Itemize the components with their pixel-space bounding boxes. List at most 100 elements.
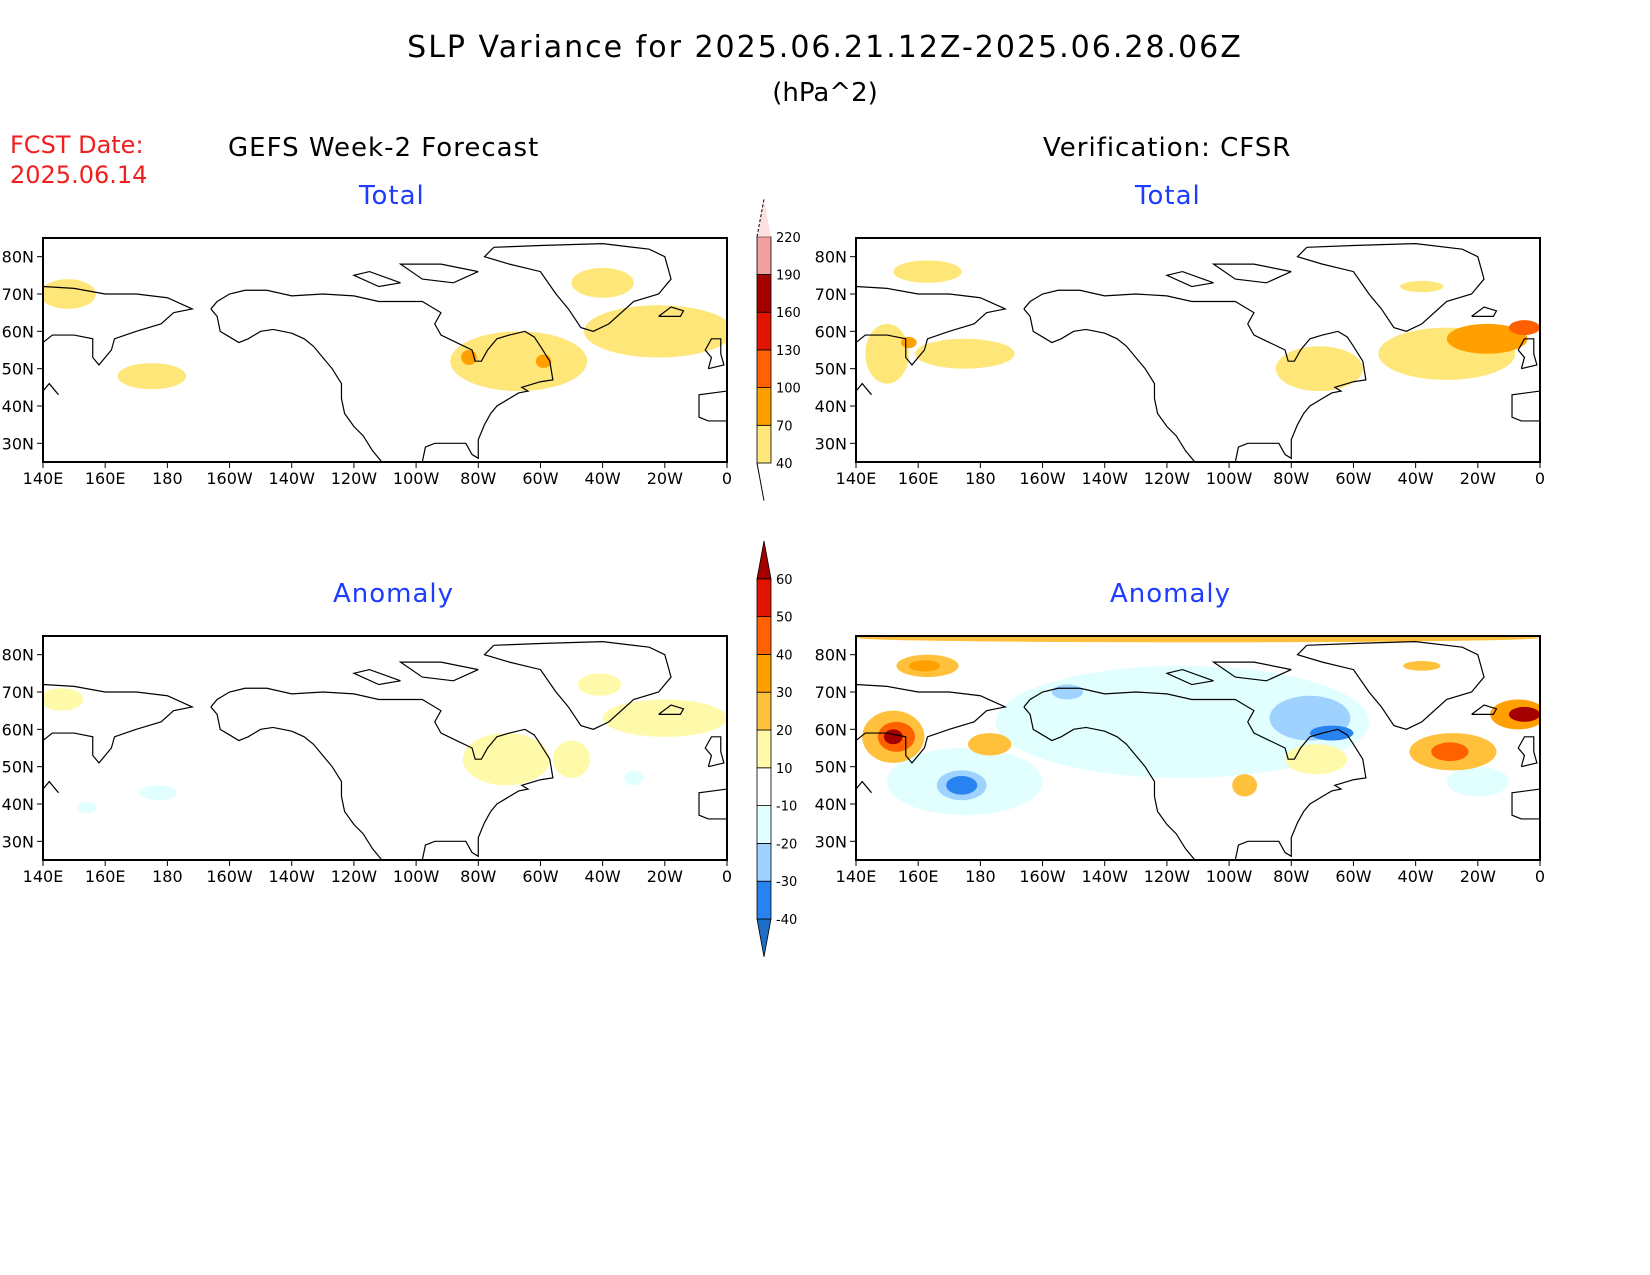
contour-fill xyxy=(1446,323,1528,354)
lon-tick-label: 60W xyxy=(1335,469,1371,488)
lon-tick-label: 140E xyxy=(23,867,64,886)
colorbar-segment xyxy=(756,311,772,351)
contour-fill xyxy=(995,665,1369,778)
lat-tick-label: 80N xyxy=(2,646,34,665)
coastline xyxy=(1471,704,1498,716)
coastline xyxy=(658,704,685,716)
lon-tick-label: 140W xyxy=(1082,469,1129,488)
contour-fills xyxy=(856,636,1540,816)
contour-fills xyxy=(865,260,1540,392)
colorbar-label: 10 xyxy=(776,762,793,777)
lon-tick-label: 140W xyxy=(1082,867,1129,886)
lon-tick-label: 20W xyxy=(647,867,683,886)
coastline xyxy=(1517,736,1538,768)
lat-tick-label: 40N xyxy=(815,795,847,814)
lon-tick-label: 0 xyxy=(722,469,732,488)
lon-tick-label: 120W xyxy=(1144,867,1191,886)
map-panel-gefs-total: 80N 70N 60N 50N 40N 30N 140E 160E 180 160W 140W 120… xyxy=(2,237,732,488)
coastline xyxy=(1517,338,1538,370)
coastline xyxy=(1211,263,1292,284)
lon-tick-label: 20W xyxy=(1460,867,1496,886)
lat-tick-label: 30N xyxy=(2,832,34,851)
lon-tick-label: 60W xyxy=(1335,867,1371,886)
colorbar-label: 160 xyxy=(776,306,801,321)
lat-tick-label: 60N xyxy=(815,720,847,739)
coastline xyxy=(1165,270,1214,288)
contour-fill xyxy=(139,785,177,801)
lon-tick-label: 140E xyxy=(836,867,877,886)
colorbar-label: 60 xyxy=(776,573,793,588)
coastline xyxy=(1023,706,1196,860)
contour-fill xyxy=(915,338,1015,369)
lon-tick-label: 0 xyxy=(1535,867,1545,886)
coastline xyxy=(1165,668,1214,686)
lon-tick-label: 80W xyxy=(1273,469,1309,488)
lon-tick-label: 140E xyxy=(23,469,64,488)
colorbar-segment xyxy=(756,236,772,275)
contour-fill xyxy=(883,729,903,745)
coastline xyxy=(483,242,672,332)
map-frame xyxy=(855,635,1541,861)
colorbar-segment xyxy=(756,349,772,388)
map-frame xyxy=(42,237,728,463)
coastline xyxy=(352,270,401,288)
colorbar-segment xyxy=(756,767,772,806)
contour-fill xyxy=(584,305,727,358)
contour-fill xyxy=(1446,766,1509,797)
contour-fill xyxy=(946,776,978,795)
colorbar-label: 130 xyxy=(776,344,801,359)
coastline xyxy=(483,640,672,730)
right-column-header: Verification: CFSR xyxy=(1043,133,1292,163)
lon-tick-label: 180 xyxy=(965,469,996,488)
colorbar-label: 190 xyxy=(776,269,801,284)
panel-title-gefs-total: Total xyxy=(359,181,425,211)
contour-fill xyxy=(1400,280,1444,293)
panel-title-cfsr-total: Total xyxy=(1135,181,1201,211)
lat-tick-label: 50N xyxy=(2,758,34,777)
lat-tick-label: 30N xyxy=(2,434,34,453)
lat-tick-label: 30N xyxy=(815,832,847,851)
contour-fill xyxy=(571,267,634,298)
colorbar-label: 20 xyxy=(776,724,793,739)
contour-fill xyxy=(1508,320,1540,336)
coastline xyxy=(43,382,60,396)
map-panel-gefs-anomaly: 80N 70N 60N 50N 40N 30N 140E 160E 180 160W 140W 120… xyxy=(2,635,732,886)
contour-fill xyxy=(1431,742,1469,762)
lat-tick-label: 50N xyxy=(815,360,847,379)
coastline xyxy=(210,687,554,860)
colorbar-tip-edge xyxy=(756,199,765,237)
coastline xyxy=(856,780,873,794)
coastline xyxy=(1296,640,1485,730)
coastlines xyxy=(43,242,727,462)
lat-tick-label: 80N xyxy=(815,646,847,665)
contour-fill xyxy=(893,260,962,283)
colorbar-segment xyxy=(756,691,772,731)
panel-title-cfsr-anomaly: Anomaly xyxy=(1110,579,1232,609)
contour-fill xyxy=(552,740,591,778)
contour-fill xyxy=(1285,744,1348,775)
coastline xyxy=(398,263,479,284)
lat-tick-label: 40N xyxy=(2,795,34,814)
lon-tick-label: 120W xyxy=(331,867,378,886)
coastline xyxy=(1296,242,1485,332)
lat-tick-label: 80N xyxy=(815,248,847,267)
contour-fill xyxy=(1508,706,1540,722)
colorbar-segment xyxy=(756,654,772,693)
contour-fill xyxy=(624,770,644,786)
coastline xyxy=(1023,289,1367,462)
lat-tick-label: 60N xyxy=(815,322,847,341)
colorbar-label: 30 xyxy=(776,686,793,701)
coastline xyxy=(1023,687,1367,860)
coastline xyxy=(698,390,727,422)
contour-fill xyxy=(602,699,727,737)
coastline xyxy=(704,338,725,370)
contour-fill xyxy=(77,802,96,814)
colorbar-label: 40 xyxy=(776,648,793,663)
colorbar-segment xyxy=(756,843,772,882)
coastline xyxy=(704,736,725,768)
left-column-header: GEFS Week-2 Forecast xyxy=(228,133,540,163)
contour-fill xyxy=(535,354,552,368)
colorbar-total: 40 70 100 130 160 190 220 xyxy=(756,199,801,501)
colorbar-segment xyxy=(756,729,772,769)
